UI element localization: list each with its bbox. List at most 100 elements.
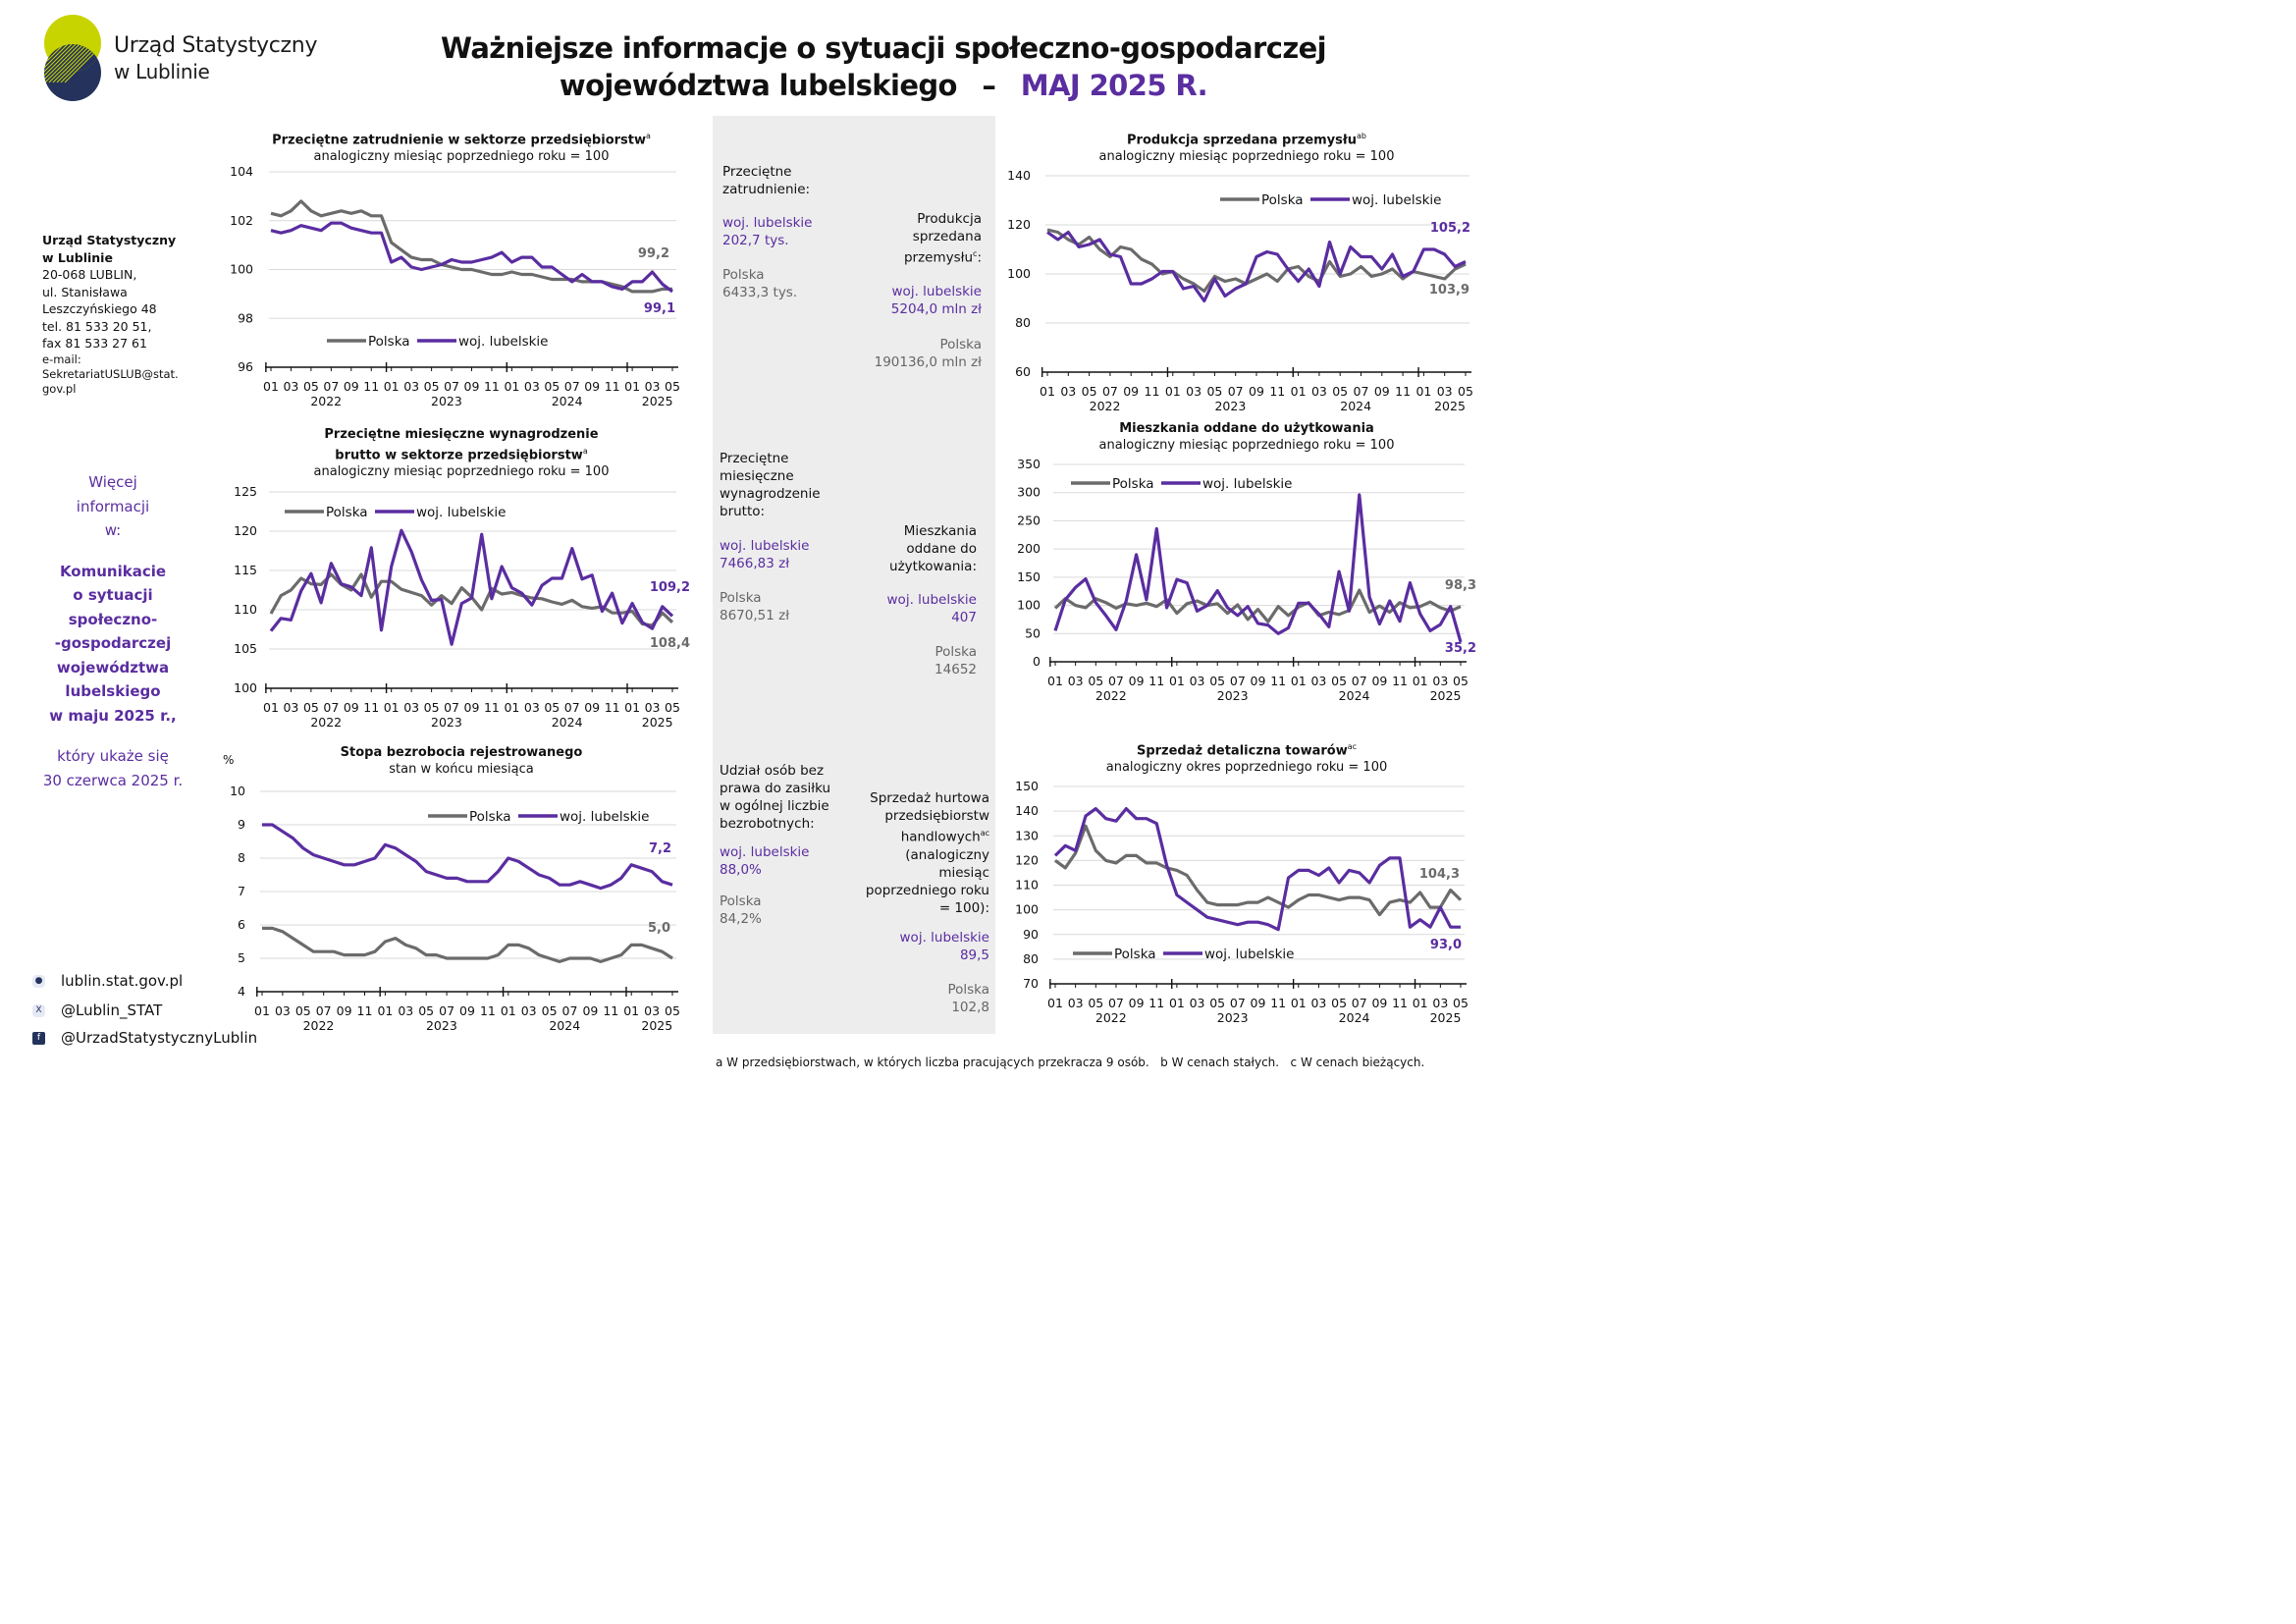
more-bold-line: społeczno- (68, 610, 158, 628)
prod-woj-label: woj. lubelskie (891, 283, 982, 299)
email-label: e-mail: (42, 352, 81, 366)
x-tick-label: 01 (501, 1003, 516, 1018)
x-tick-label: 01 (377, 1003, 393, 1018)
year-label: 2023 (431, 394, 462, 408)
x-tick-label: 11 (363, 700, 379, 715)
legend-label-polska: Polska (1261, 192, 1304, 208)
x-tick-label: 03 (1190, 996, 1205, 1010)
emp-label: zatrudnienie: (722, 182, 811, 197)
x-tick-label: 11 (484, 379, 500, 394)
prod-label: sprzedana (912, 229, 982, 244)
legend-label-lubelskie: woj. lubelskie (1202, 476, 1292, 492)
x-link[interactable]: X @Lublin_STAT (32, 1001, 257, 1029)
legend: Polska woj. lubelskie (327, 334, 548, 350)
facebook-link[interactable]: f @UrzadStatystycznyLublin (32, 1029, 257, 1056)
series-line-polska (270, 199, 672, 294)
release-link[interactable]: Komunikacie o sytuacji społeczno- -gospo… (20, 560, 206, 729)
more-info-block: Więcej informacji w: Komunikacie o sytua… (20, 470, 206, 792)
x-tick-label: 01 (1047, 674, 1063, 688)
y-tick-label: 5 (238, 950, 245, 965)
x-tick-label: 07 (1352, 674, 1367, 688)
x-tick-label: 03 (403, 700, 419, 715)
end-label-polska: 108,4 (650, 636, 690, 651)
x-tick-label: 09 (464, 379, 480, 394)
x-tick-label: 05 (1209, 996, 1225, 1010)
more-bold-line: w maju 2025 r., (49, 706, 177, 725)
x-tick-label: 05 (1082, 384, 1097, 399)
y-tick-label: 150 (1015, 779, 1039, 793)
chart-subtitle: analogiczny miesiąc poprzedniego roku = … (313, 464, 610, 480)
x-tick-label: 01 (384, 700, 400, 715)
year-label: 2025 (1430, 688, 1462, 703)
y-tick-label: 100 (1017, 598, 1041, 613)
x-tick-label: 03 (1311, 384, 1327, 399)
website-link[interactable]: ● lublin.stat.gov.pl (32, 972, 257, 1001)
x-tick-label: 09 (1251, 996, 1266, 1010)
page-title-line2: województwa lubelskiego – MAJ 2025 R. (393, 69, 1374, 102)
x-tick-label: 09 (337, 1003, 352, 1018)
y-tick-label: 9 (238, 817, 245, 832)
wh-woj-value: 89,5 (959, 947, 989, 963)
wage-label: Przeciętne (720, 451, 789, 466)
contact-line: fax 81 533 27 61 (42, 336, 147, 351)
page-title-region: województwa lubelskiego (559, 69, 958, 102)
year-label: 2023 (431, 715, 462, 730)
x-tick-label: 07 (1108, 674, 1124, 688)
dw-label: Mieszkania (903, 523, 977, 539)
org-name-line2: w Lublinie (114, 60, 210, 83)
year-label: 2023 (1217, 688, 1249, 703)
contact-line: 20-068 LUBLIN, (42, 267, 137, 282)
org-name: Urząd Statystyczny w Lublinie (114, 33, 317, 84)
x-tick-label: 03 (398, 1003, 413, 1018)
emp-pl-label: Polska (722, 267, 765, 283)
chart-subtitle: analogiczny miesiąc poprzedniego roku = … (313, 149, 610, 165)
chart-unemployment-plot: 4 5 6 7 8 9 10 01 03 05 07 09 11 01 03 05 07 09 11 01 03 05 07… (223, 753, 680, 1033)
more-line: Więcej (88, 473, 137, 491)
wh-label: = 100): (938, 899, 989, 916)
page-title-line1: Ważniejsze informacje o sytuacji społecz… (440, 31, 1327, 65)
x-tick-label: 01 (1415, 384, 1431, 399)
year-label: 2024 (1339, 1010, 1370, 1025)
y-tick-label: 300 (1017, 485, 1041, 500)
page-title-dash: – (982, 69, 996, 102)
more-line: który ukaże się (57, 747, 169, 765)
emp-woj-label: woj. lubelskie (722, 215, 813, 231)
x-tick-label: 05 (1088, 996, 1103, 1010)
x-tick-label: 09 (464, 700, 480, 715)
x-icon: X (32, 1004, 45, 1017)
x-tick-label: 03 (645, 700, 661, 715)
year-label: 2023 (1217, 1010, 1249, 1025)
x-tick-label: 11 (1270, 674, 1286, 688)
year-label: 2022 (310, 715, 342, 730)
y-tick-label: 102 (230, 213, 253, 228)
y-tick-label: 150 (1017, 569, 1041, 584)
logo-mark (44, 15, 101, 101)
wh-label: miesiąc (938, 864, 989, 881)
un-pl-value: 84,2% (720, 911, 762, 927)
year-label: 2024 (1339, 688, 1370, 703)
x-tick-label: 01 (1169, 996, 1185, 1010)
y-tick-label: 80 (1015, 315, 1031, 330)
end-label-lubelskie: 35,2 (1445, 641, 1476, 656)
x-tick-label: 07 (1228, 384, 1244, 399)
dw-label: oddane do (906, 541, 977, 557)
x-tick-label: 05 (1332, 384, 1348, 399)
x-tick-label: 03 (283, 700, 298, 715)
wh-pl-label: Polska (947, 981, 989, 998)
chart-wages-heading: Przeciętne miesięczne wynagrodzenie brut… (265, 426, 658, 480)
y-tick-label: 4 (238, 984, 245, 999)
email-link[interactable]: SekretariatUSLUB@stat. gov.pl (42, 367, 209, 397)
facebook-icon: f (32, 1032, 45, 1045)
series-line-polska (262, 926, 673, 964)
y-tick-label: 80 (1023, 951, 1039, 966)
x-tick-label: 05 (424, 379, 440, 394)
x-tick-label: 11 (605, 700, 620, 715)
chart-title: Sprzedaż detaliczna towarówac (1136, 742, 1358, 759)
year-label: 2025 (642, 394, 673, 408)
x-tick-label: 09 (1249, 384, 1264, 399)
y-tick-label: 120 (1015, 852, 1039, 867)
more-bold-line: o sytuacji (73, 586, 153, 604)
x-tick-label: 09 (1129, 674, 1145, 688)
wh-label: poprzedniego roku (865, 882, 989, 898)
